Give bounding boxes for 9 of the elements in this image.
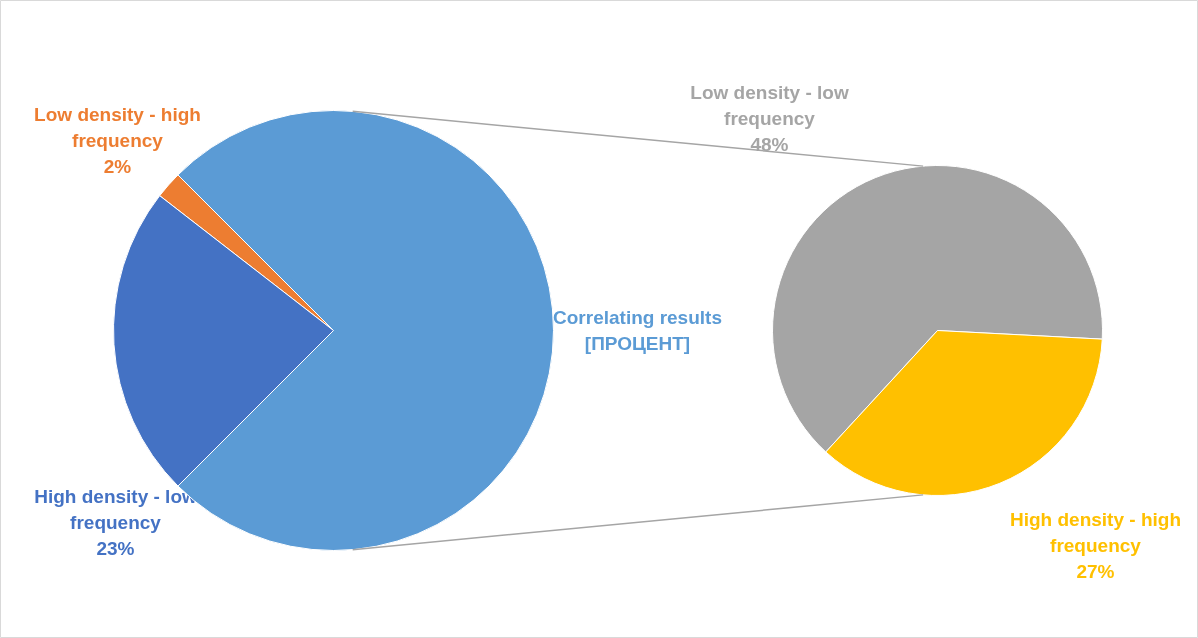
data-label: 48% (750, 134, 789, 156)
slice-label: Correlating results (553, 306, 722, 328)
data-label: 23% (96, 538, 135, 560)
data-label: [ПРОЦЕНТ] (584, 333, 691, 355)
slice-label: Low density - low frequency (690, 81, 849, 129)
slice-label: Low density - high frequency (34, 103, 201, 151)
data-label: 27% (1076, 561, 1115, 583)
data-label: 2% (103, 156, 132, 178)
slice-label: High density - high frequency (1010, 508, 1181, 556)
